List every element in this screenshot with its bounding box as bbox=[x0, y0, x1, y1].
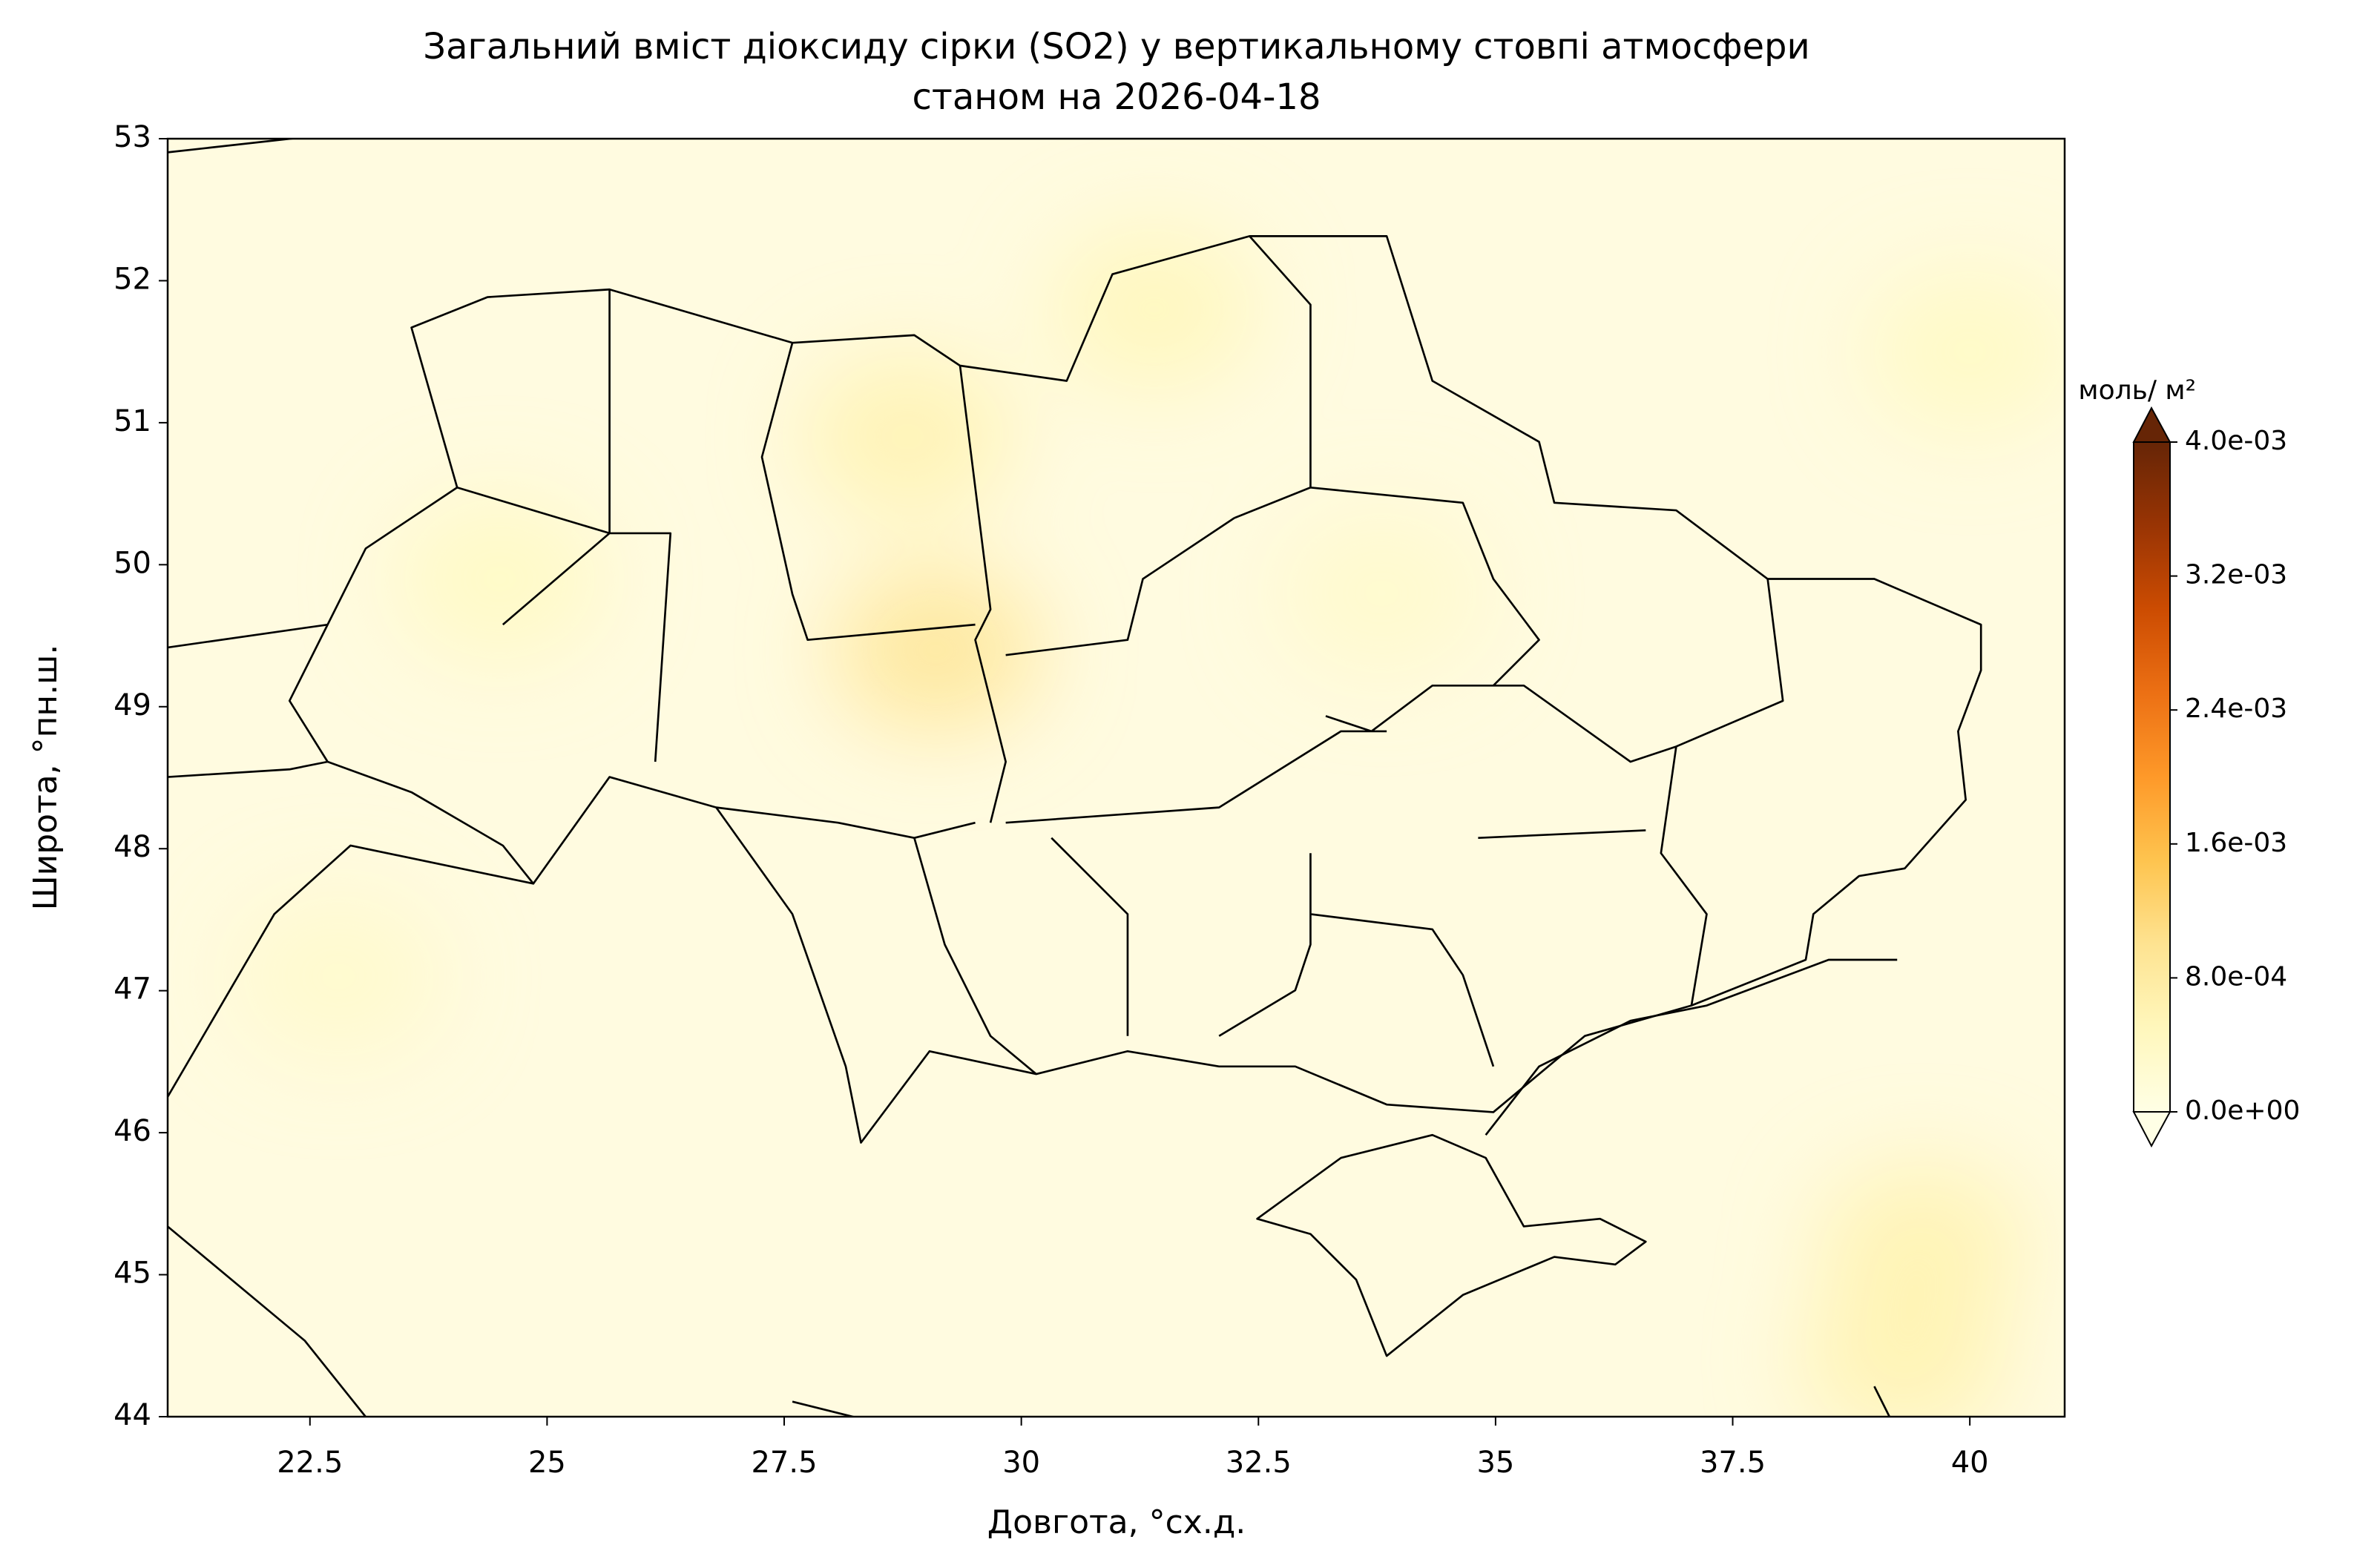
crimea-border bbox=[1256, 1133, 1647, 1357]
so2-hotspot bbox=[1866, 270, 2065, 434]
colorbar-extend-bottom bbox=[2132, 1111, 2171, 1148]
y-tick-label: 45 bbox=[114, 1256, 151, 1291]
chart-title: Загальний вміст діоксиду сірки (SO2) у в… bbox=[423, 26, 1809, 67]
x-tick-label: 25 bbox=[528, 1446, 566, 1480]
x-tick-label: 32.5 bbox=[1226, 1446, 1292, 1480]
x-tick-label: 22.5 bbox=[277, 1446, 343, 1480]
x-tick-label: 40 bbox=[1951, 1446, 1989, 1480]
x-tick-label: 30 bbox=[1002, 1446, 1040, 1480]
y-tick-label: 48 bbox=[114, 830, 151, 864]
x-tick-label: 35 bbox=[1476, 1446, 1514, 1480]
y-tick-label: 46 bbox=[114, 1114, 151, 1148]
so2-hotspot bbox=[832, 568, 1040, 732]
so2-hotspot bbox=[234, 895, 443, 1058]
colorbar-frame bbox=[2133, 441, 2171, 1113]
colorbar bbox=[2134, 442, 2170, 1112]
y-tick-label: 49 bbox=[114, 688, 151, 722]
colorbar-tick-label: 3.2e-03 bbox=[2185, 560, 2287, 590]
y-tick-label: 52 bbox=[114, 262, 151, 296]
x-tick-label: 27.5 bbox=[751, 1446, 817, 1480]
so2-hotspot bbox=[1050, 227, 1258, 391]
borders bbox=[168, 139, 1982, 1417]
so2-hotspot bbox=[1799, 1278, 2008, 1417]
colorbar-tick-label: 8.0e-04 bbox=[2185, 961, 2287, 992]
chart-subtitle: станом на 2026-04-18 bbox=[913, 76, 1321, 118]
region-borders bbox=[456, 235, 1784, 1075]
colorbar-tick-label: 4.0e-03 bbox=[2185, 426, 2287, 456]
y-tick-label: 50 bbox=[114, 546, 151, 580]
y-tick-label: 51 bbox=[114, 404, 151, 438]
x-axis-label: Довгота, °сх.д. bbox=[987, 1503, 1246, 1541]
coast bbox=[168, 139, 1898, 1417]
y-tick-label: 44 bbox=[114, 1398, 151, 1432]
so2-hotspot bbox=[803, 355, 1012, 519]
y-axis-label: Широта, °пн.ш. bbox=[27, 645, 65, 911]
colorbar-tick-label: 1.6e-03 bbox=[2185, 828, 2287, 858]
so2-hotspot bbox=[1278, 511, 1486, 675]
colorbar-extend-top bbox=[2132, 406, 2171, 443]
colorbar-label: моль/ м² bbox=[2078, 375, 2196, 406]
x-tick-label: 37.5 bbox=[1700, 1446, 1766, 1480]
ukraine-border bbox=[288, 235, 1982, 1144]
plot-frame bbox=[166, 137, 2066, 1418]
y-tick-label: 53 bbox=[114, 120, 151, 154]
so2-hotspot bbox=[395, 497, 604, 661]
colorbar-tick-label: 2.4e-03 bbox=[2185, 694, 2287, 724]
y-tick-label: 47 bbox=[114, 972, 151, 1007]
colorbar-tick-label: 0.0e+00 bbox=[2185, 1096, 2300, 1126]
field bbox=[234, 227, 2065, 1417]
